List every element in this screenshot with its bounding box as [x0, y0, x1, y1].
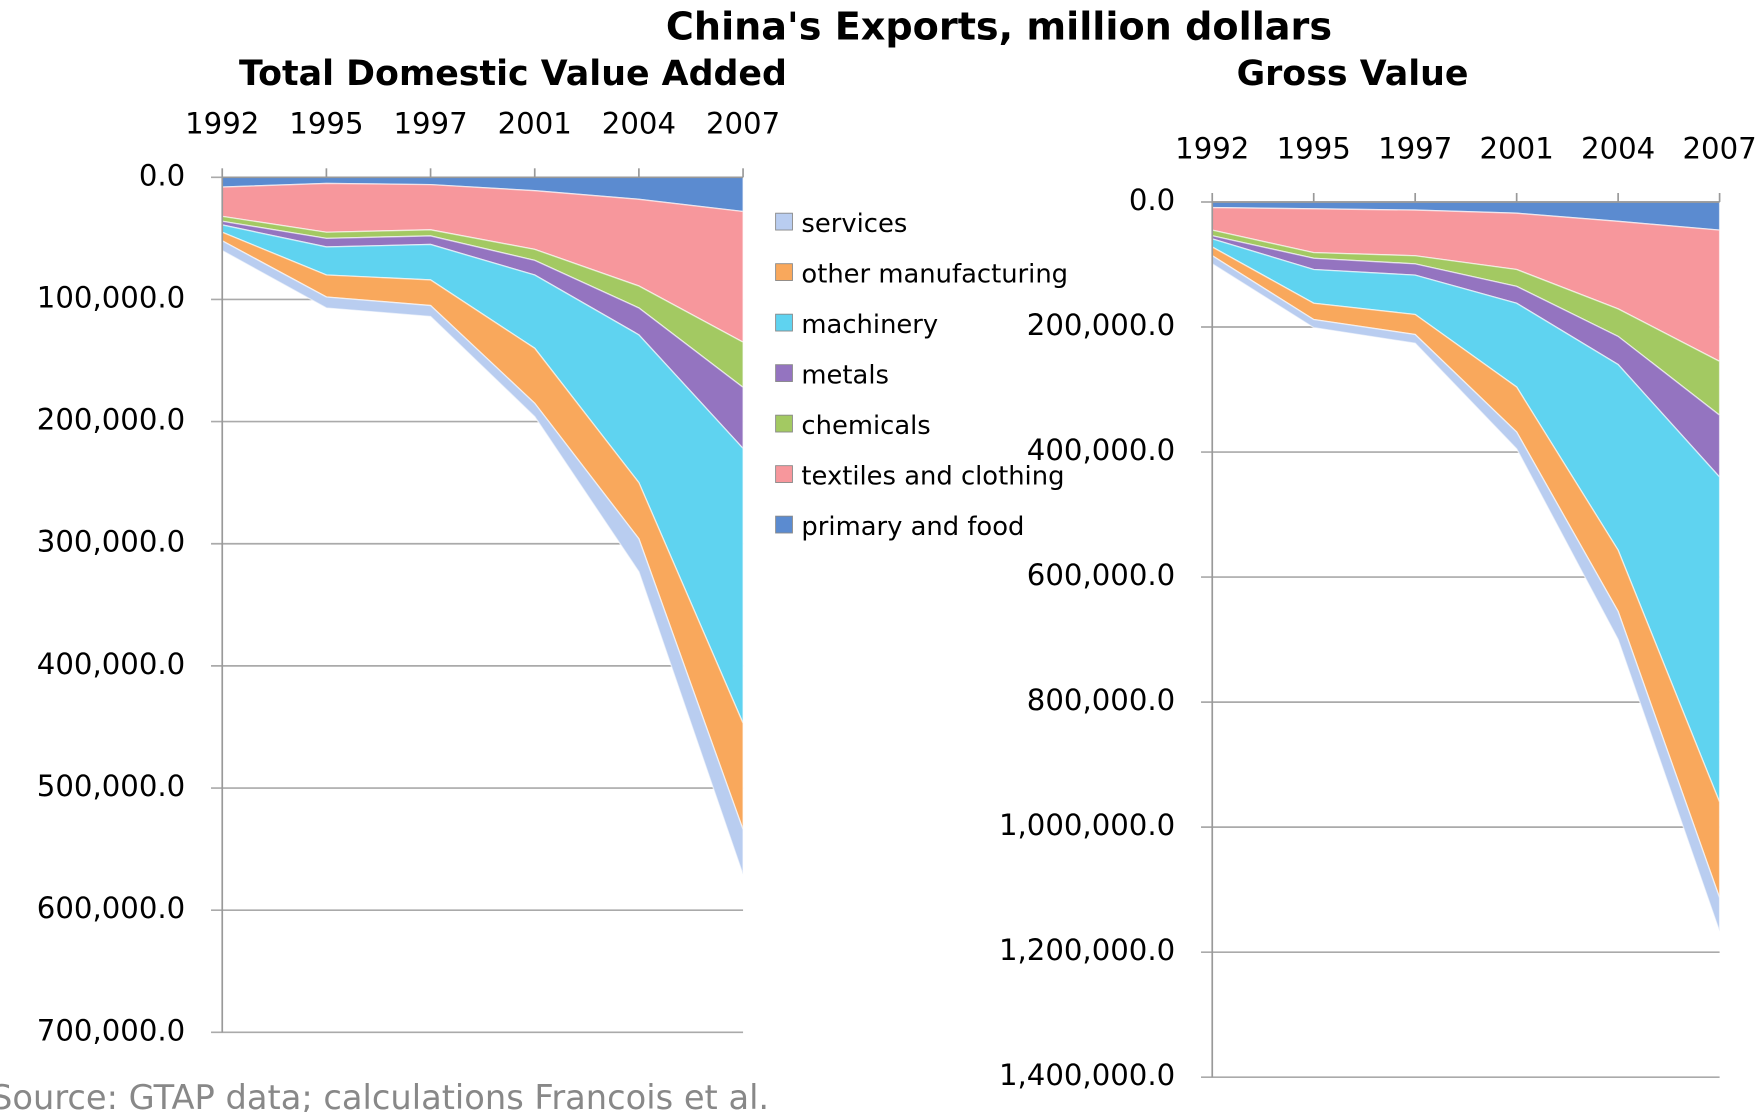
legend-label: other manufacturing: [801, 259, 1068, 289]
legend-swatch: [775, 414, 793, 433]
x-tick-label: 1997: [1378, 131, 1452, 165]
y-tick-label: 200,000.0: [37, 403, 185, 437]
x-tick-label: 1992: [185, 107, 259, 141]
legend-label: textiles and clothing: [801, 461, 1064, 491]
x-tick-label: 1995: [1277, 131, 1351, 165]
y-tick-label: 1,400,000.0: [999, 1058, 1175, 1092]
legend-swatch: [775, 364, 793, 382]
x-tick-label: 2001: [498, 107, 572, 141]
x-tick-label: 2001: [1480, 131, 1554, 165]
legend-label: chemicals: [801, 411, 930, 441]
source-note: Source: GTAP data; calculations Francois…: [0, 1078, 769, 1112]
x-tick-label: 1995: [289, 107, 363, 141]
legend-swatch: [775, 212, 793, 231]
y-tick-label: 0.0: [139, 158, 185, 192]
legend-label: machinery: [801, 310, 938, 340]
x-tick-label: 2007: [706, 107, 780, 141]
y-tick-label: 1,200,000.0: [999, 933, 1175, 967]
x-tick-label: 2004: [602, 107, 676, 141]
y-tick-label: 800,000.0: [1027, 683, 1175, 717]
y-tick-label: 1,000,000.0: [999, 808, 1175, 842]
y-tick-label: 600,000.0: [1027, 558, 1175, 592]
legend-label: services: [801, 209, 907, 239]
y-tick-label: 200,000.0: [1027, 308, 1175, 342]
y-tick-label: 400,000.0: [37, 647, 185, 681]
y-tick-label: 100,000.0: [37, 280, 185, 314]
x-tick-label: 1997: [393, 107, 467, 141]
area: [221, 239, 744, 875]
chart-subtitle: Gross Value: [1237, 54, 1469, 94]
y-tick-label: 600,000.0: [37, 891, 185, 925]
x-tick-label: 2007: [1682, 131, 1756, 165]
area: [1211, 254, 1721, 932]
y-tick-label: 400,000.0: [1027, 433, 1175, 467]
legend-swatch: [775, 465, 793, 483]
y-tick-label: 0.0: [1129, 183, 1175, 217]
legend-swatch: [775, 515, 793, 534]
y-tick-label: 500,000.0: [37, 769, 185, 803]
x-tick-label: 1992: [1175, 131, 1249, 165]
chart-subtitle: Total Domestic Value Added: [239, 54, 787, 94]
x-tick-label: 2004: [1581, 131, 1655, 165]
legend-label: metals: [801, 360, 889, 390]
legend-swatch: [775, 313, 793, 332]
legend-label: primary and food: [801, 512, 1024, 542]
chart-title: China's Exports, million dollars: [666, 5, 1332, 49]
y-tick-label: 700,000.0: [37, 1013, 185, 1047]
legend-swatch: [775, 263, 793, 281]
y-tick-label: 300,000.0: [37, 525, 185, 559]
